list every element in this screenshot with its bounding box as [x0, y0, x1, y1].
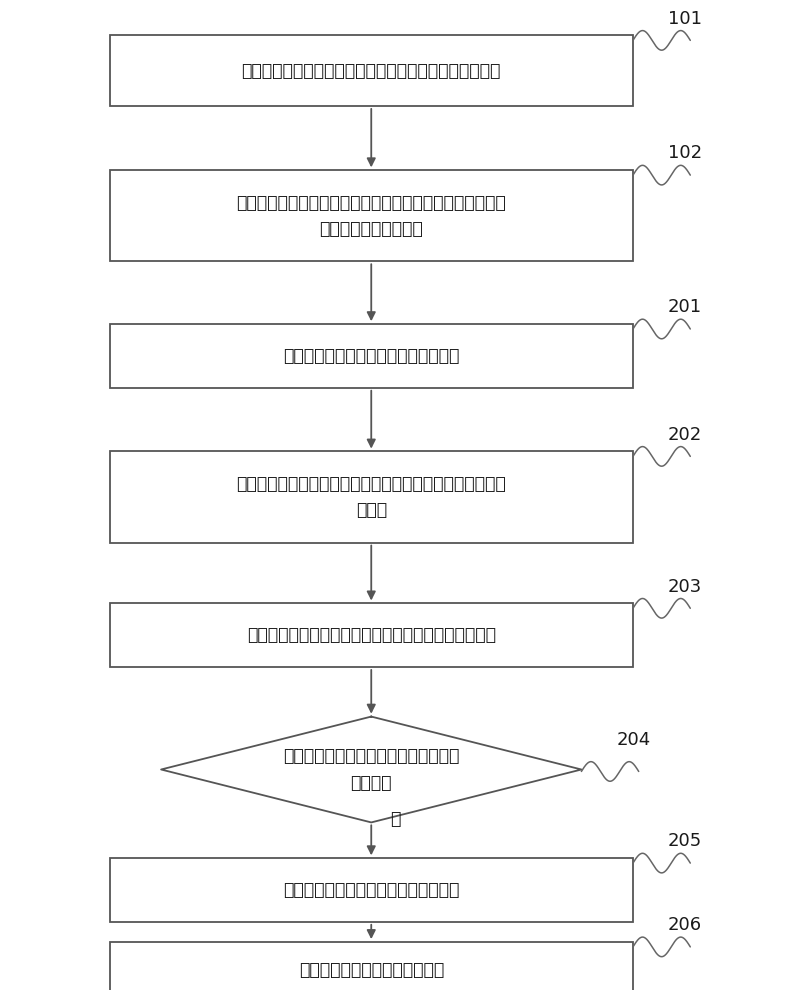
- Text: 202: 202: [668, 426, 702, 444]
- FancyBboxPatch shape: [110, 858, 633, 922]
- Text: 101: 101: [668, 10, 702, 28]
- Text: 201: 201: [668, 298, 702, 316]
- Text: 判斷所述第二亮度值與所述第一亮度值
是否相同: 判斷所述第二亮度值與所述第一亮度值 是否相同: [283, 747, 459, 792]
- Text: 獲取與所述待加載的內容的屬性信息對應的第二亮度值: 獲取與所述待加載的內容的屬性信息對應的第二亮度值: [247, 626, 496, 644]
- Text: 102: 102: [668, 144, 702, 162]
- Text: 加載並顯示所述內容對應的界面: 加載並顯示所述內容對應的界面: [298, 961, 444, 979]
- FancyBboxPatch shape: [110, 942, 633, 999]
- FancyBboxPatch shape: [110, 170, 633, 261]
- FancyBboxPatch shape: [110, 451, 633, 543]
- Text: 是: 是: [390, 810, 400, 828]
- Text: 接收應用開啟請求，所述開啟請求中攜帶應用的屬性信息: 接收應用開啟請求，所述開啟請求中攜帶應用的屬性信息: [241, 62, 501, 80]
- FancyBboxPatch shape: [110, 603, 633, 667]
- FancyBboxPatch shape: [110, 324, 633, 388]
- Text: 203: 203: [668, 578, 702, 596]
- Text: 根據所述第二亮度值調整顯示屏的亮度: 根據所述第二亮度值調整顯示屏的亮度: [283, 881, 459, 899]
- Text: 205: 205: [668, 832, 702, 850]
- Text: 將所述顯示屏的亮度調整至第一亮度值: 將所述顯示屏的亮度調整至第一亮度值: [283, 347, 459, 365]
- Text: 接收內容加載請求，所述加載請求中攜帶待加載的內容的屬
性信息: 接收內容加載請求，所述加載請求中攜帶待加載的內容的屬 性信息: [236, 475, 506, 519]
- Text: 根據預設的亮度調整策略，獲取與所述應用的屬性信息對應
的顯示屏的第一亮度值: 根據預設的亮度調整策略，獲取與所述應用的屬性信息對應 的顯示屏的第一亮度值: [236, 194, 506, 238]
- Text: 204: 204: [616, 731, 650, 749]
- FancyBboxPatch shape: [110, 35, 633, 106]
- Text: 206: 206: [668, 916, 702, 934]
- Polygon shape: [161, 717, 581, 822]
